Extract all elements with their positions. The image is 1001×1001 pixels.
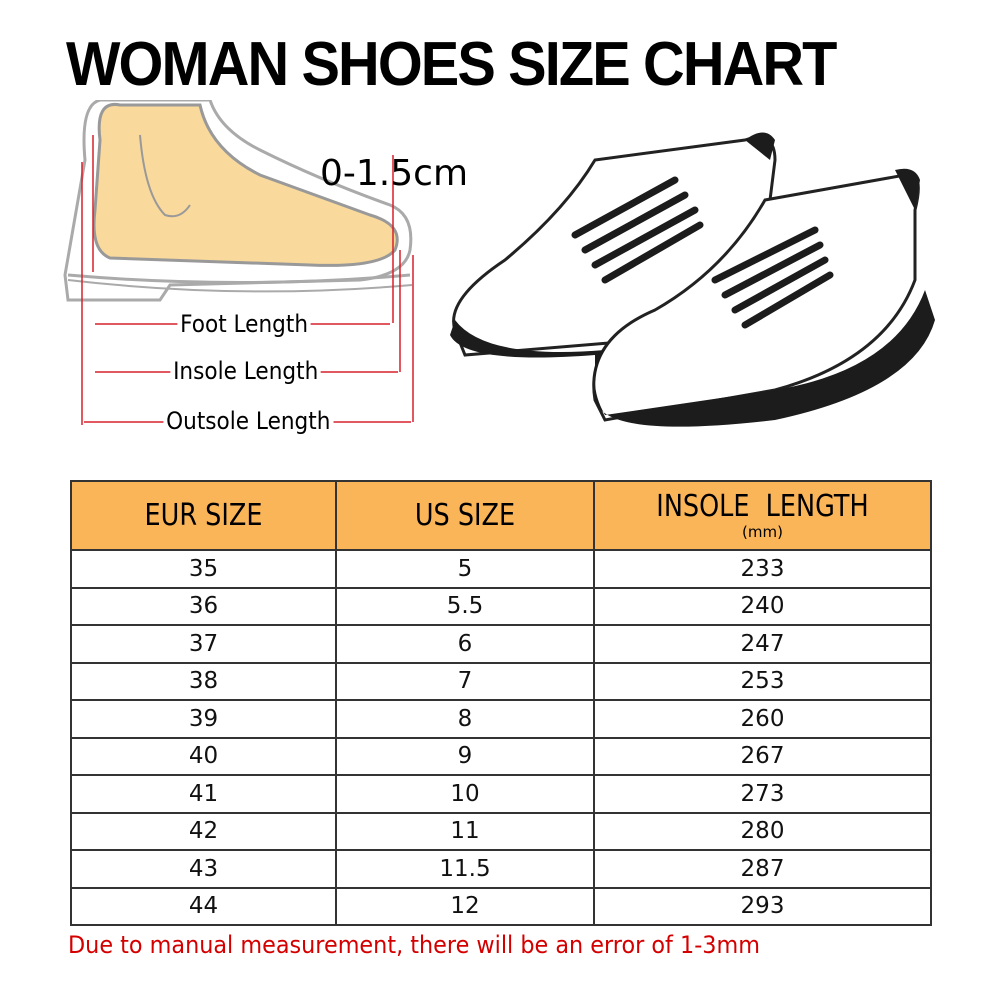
insole-length-cell: 247 [593, 624, 932, 664]
measurement-note: Due to manual measurement, there will be… [68, 931, 760, 959]
us-size-cell: 11.5 [335, 849, 595, 889]
table-header-row: EUR SIZE US SIZE INSOLE LENGTH (mm) [70, 480, 932, 551]
foot-in-shoe-illustration [63, 100, 414, 425]
eur-size-cell: 43 [70, 849, 337, 889]
insole-length-cell: 287 [593, 849, 932, 889]
sneakers-image [450, 132, 935, 427]
eur-size-cell: 37 [70, 624, 337, 664]
toe-gap-label: 0-1.5cm [320, 153, 469, 194]
insole-length-cell: 240 [593, 586, 932, 626]
us-size-cell: 5.5 [335, 586, 595, 626]
us-size-cell: 7 [335, 661, 595, 701]
header-us-size: US SIZE [335, 480, 595, 551]
us-size-cell: 5 [335, 549, 595, 589]
insole-length-cell: 293 [593, 886, 932, 926]
us-size-cell: 12 [335, 886, 595, 926]
us-size-cell: 6 [335, 624, 595, 664]
insole-length-cell: 233 [593, 549, 932, 589]
us-size-cell: 11 [335, 811, 595, 851]
eur-size-cell: 38 [70, 661, 337, 701]
eur-size-cell: 41 [70, 774, 337, 814]
us-size-cell: 9 [335, 736, 595, 776]
header-eur-size: EUR SIZE [70, 480, 337, 551]
insole-length-cell: 260 [593, 699, 932, 739]
insole-length-cell: 280 [593, 811, 932, 851]
insole-length-label: Insole Length [170, 357, 321, 385]
outsole-length-label: Outsole Length [163, 407, 334, 435]
table-row: 44 12 293 [70, 886, 932, 926]
table-row: 40 9 267 [70, 736, 932, 776]
eur-size-cell: 44 [70, 886, 337, 926]
table-row: 41 10 273 [70, 774, 932, 814]
table-row: 37 6 247 [70, 624, 932, 664]
eur-size-cell: 42 [70, 811, 337, 851]
us-size-cell: 8 [335, 699, 595, 739]
table-row: 38 7 253 [70, 661, 932, 701]
insole-length-cell: 253 [593, 661, 932, 701]
eur-size-cell: 36 [70, 586, 337, 626]
eur-size-cell: 40 [70, 736, 337, 776]
foot-length-label: Foot Length [177, 310, 311, 338]
table-row: 36 5.5 240 [70, 586, 932, 626]
table-row: 43 11.5 287 [70, 849, 932, 889]
header-unit: (mm) [742, 523, 783, 541]
table-row: 35 5 233 [70, 549, 932, 589]
header-insole-length: INSOLE LENGTH (mm) [593, 480, 932, 551]
insole-length-cell: 273 [593, 774, 932, 814]
table-row: 39 8 260 [70, 699, 932, 739]
page-title: WOMAN SHOES SIZE CHART [66, 30, 837, 99]
us-size-cell: 10 [335, 774, 595, 814]
size-table: EUR SIZE US SIZE INSOLE LENGTH (mm) 35 5 23… [70, 480, 932, 926]
eur-size-cell: 35 [70, 549, 337, 589]
table-row: 42 11 280 [70, 811, 932, 851]
eur-size-cell: 39 [70, 699, 337, 739]
insole-length-cell: 267 [593, 736, 932, 776]
